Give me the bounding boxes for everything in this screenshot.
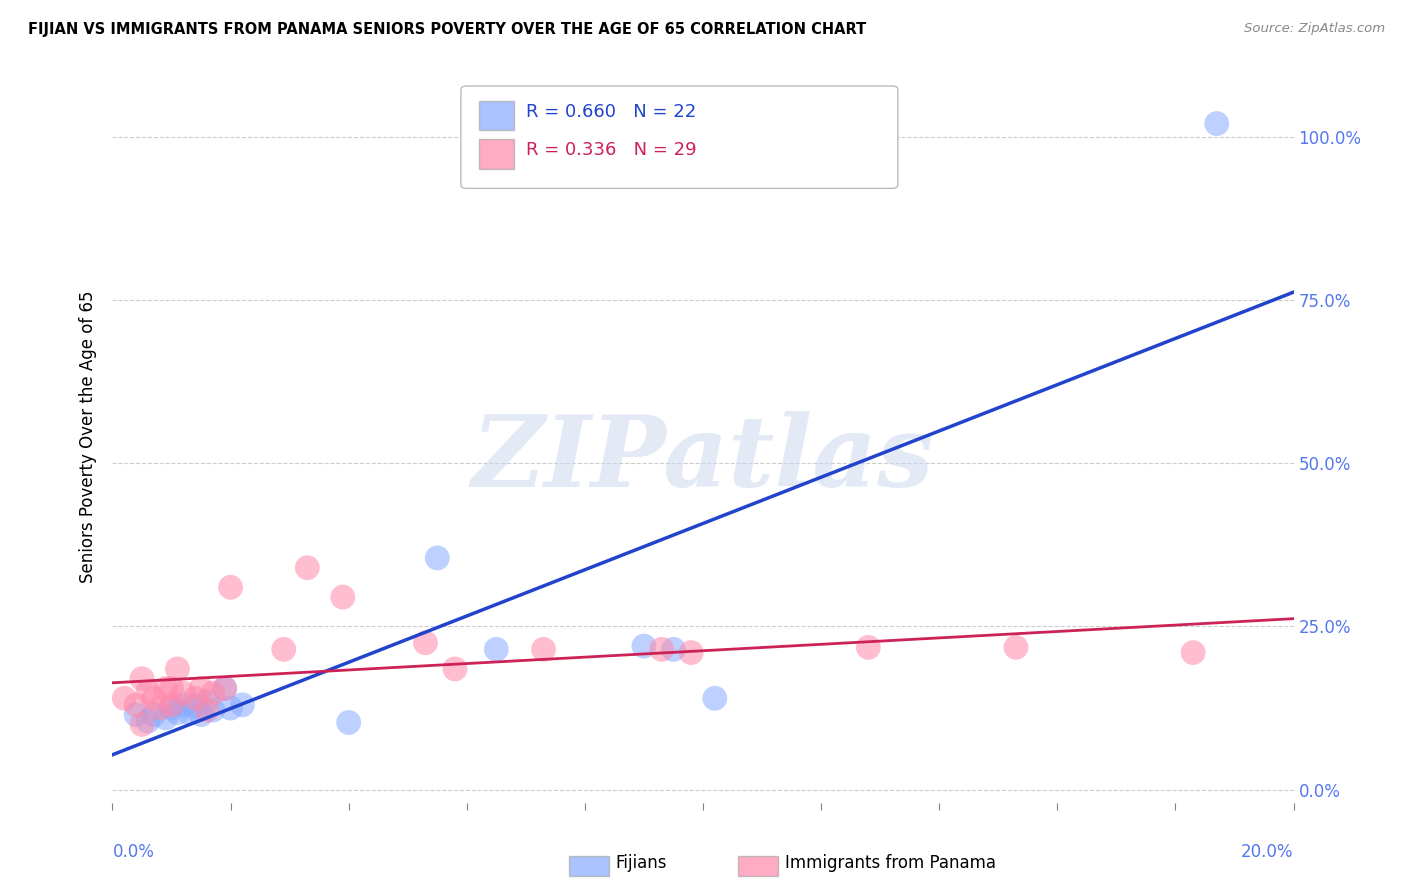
Text: FIJIAN VS IMMIGRANTS FROM PANAMA SENIORS POVERTY OVER THE AGE OF 65 CORRELATION : FIJIAN VS IMMIGRANTS FROM PANAMA SENIORS… xyxy=(28,22,866,37)
Point xyxy=(231,698,253,712)
Point xyxy=(195,695,218,709)
Point xyxy=(201,703,224,717)
Point xyxy=(533,642,555,657)
Point xyxy=(651,642,673,657)
Point xyxy=(155,681,177,696)
Text: R = 0.336   N = 29: R = 0.336 N = 29 xyxy=(526,141,696,160)
Point xyxy=(172,686,194,700)
Point xyxy=(426,550,449,565)
Point xyxy=(142,707,165,722)
Point xyxy=(172,698,194,712)
Point xyxy=(633,639,655,653)
Text: Source: ZipAtlas.com: Source: ZipAtlas.com xyxy=(1244,22,1385,36)
Point xyxy=(444,662,467,676)
FancyBboxPatch shape xyxy=(478,139,515,169)
Text: R = 0.660   N = 22: R = 0.660 N = 22 xyxy=(526,103,696,120)
Point xyxy=(125,698,148,712)
Point xyxy=(184,699,207,714)
Text: Immigrants from Panama: Immigrants from Panama xyxy=(785,855,995,872)
Point xyxy=(179,706,201,720)
Point xyxy=(195,703,218,717)
Point xyxy=(703,691,725,706)
Point xyxy=(219,580,242,594)
Point xyxy=(125,707,148,722)
Point xyxy=(166,706,188,720)
Point xyxy=(112,691,135,706)
Point xyxy=(149,701,172,715)
Point xyxy=(160,698,183,712)
Point xyxy=(415,636,437,650)
Point xyxy=(166,662,188,676)
Text: Fijians: Fijians xyxy=(616,855,668,872)
Point xyxy=(190,681,212,696)
Point xyxy=(219,701,242,715)
Point xyxy=(155,711,177,725)
Point xyxy=(160,701,183,715)
Point xyxy=(142,691,165,706)
Point xyxy=(297,560,319,574)
Point xyxy=(214,681,236,696)
FancyBboxPatch shape xyxy=(461,86,898,188)
Point xyxy=(190,707,212,722)
Point xyxy=(337,715,360,730)
Point xyxy=(1205,117,1227,131)
Point xyxy=(681,646,703,660)
Point xyxy=(214,681,236,696)
Point xyxy=(201,686,224,700)
Point xyxy=(131,717,153,731)
Point xyxy=(1005,640,1028,655)
FancyBboxPatch shape xyxy=(478,101,515,130)
Text: 20.0%: 20.0% xyxy=(1241,843,1294,861)
Text: ZIPatlas: ZIPatlas xyxy=(472,411,934,508)
Y-axis label: Seniors Poverty Over the Age of 65: Seniors Poverty Over the Age of 65 xyxy=(79,291,97,583)
Point xyxy=(332,590,354,604)
Point xyxy=(858,640,880,655)
Point xyxy=(485,642,508,657)
Point xyxy=(184,691,207,706)
Point xyxy=(136,685,159,699)
Point xyxy=(662,642,685,657)
Point xyxy=(273,642,295,657)
Point xyxy=(136,714,159,728)
Point xyxy=(160,681,183,696)
Point xyxy=(1182,646,1205,660)
Text: 0.0%: 0.0% xyxy=(112,843,155,861)
Point xyxy=(131,672,153,686)
